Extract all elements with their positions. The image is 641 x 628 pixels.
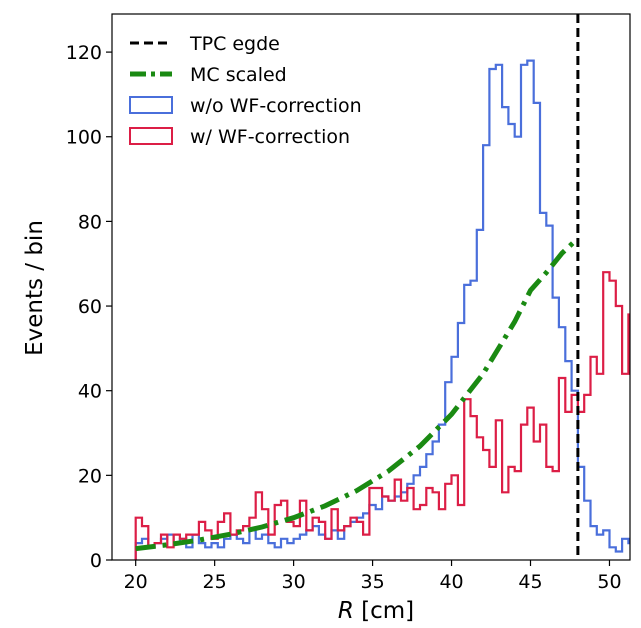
y-tick-label: 100 — [66, 127, 102, 149]
legend-label: w/o WF-correction — [190, 95, 362, 117]
x-tick-label: 25 — [203, 571, 227, 593]
x-tick-label: 40 — [439, 571, 463, 593]
y-tick-label: 120 — [66, 42, 102, 64]
legend-label: MC scaled — [190, 64, 287, 86]
legend-label: TPC egde — [189, 33, 280, 55]
legend-handle-box — [129, 127, 173, 145]
y-tick-label: 60 — [78, 296, 102, 318]
x-tick-label: 35 — [360, 571, 384, 593]
plot-frame — [111, 13, 631, 561]
legend: TPC egde MC scaled w/o WF-correction w/ WF-… — [129, 33, 362, 148]
legend-handle-box — [129, 96, 173, 114]
series-mc-scaled-curve — [135, 236, 580, 552]
legend-label: w/ WF-correction — [190, 126, 350, 148]
x-tick-label: 20 — [124, 571, 148, 593]
axes: 20 25 30 35 40 45 50 0 20 40 60 80 100 120 — [66, 13, 631, 593]
plot-content — [134, 14, 630, 560]
plot-area — [134, 14, 630, 560]
y-tick-label: 20 — [78, 465, 102, 487]
y-tick-label: 0 — [90, 550, 102, 572]
series-with-wf-correction-step — [134, 271, 630, 560]
x-axis-label-variable: R — [338, 598, 354, 624]
x-tick-label: 45 — [518, 571, 542, 593]
x-tick-label: 50 — [597, 571, 621, 593]
x-tick-label: 30 — [282, 571, 306, 593]
y-tick-label: 80 — [78, 211, 102, 233]
y-axis-label: Events / bin — [22, 220, 48, 356]
series-without-wf-correction-step — [134, 59, 630, 560]
x-axis-label: R [cm] — [338, 598, 414, 624]
y-tick-label: 40 — [78, 381, 102, 403]
x-axis-label-unit: [cm] — [354, 598, 414, 624]
